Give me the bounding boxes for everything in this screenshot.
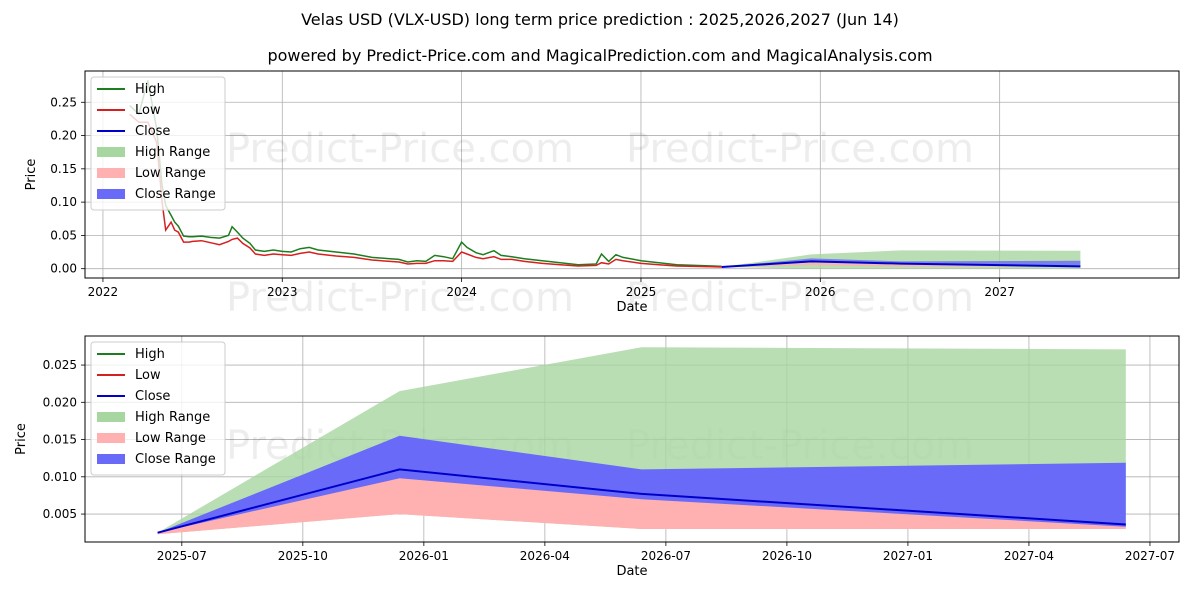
y-tick-label: 0.20 <box>50 129 77 143</box>
legend-label: Low <box>135 103 161 118</box>
legend-swatch <box>97 433 125 443</box>
legend-swatch <box>97 168 125 178</box>
low-line <box>129 113 722 268</box>
legend-label: High <box>135 347 165 362</box>
low-range-area <box>157 476 1126 535</box>
watermark: Predict-Price.com <box>626 126 974 172</box>
x-tick-label: 2026-04 <box>520 549 570 563</box>
x-tick-label: 2023 <box>267 285 298 299</box>
y-axis-label: Price <box>14 423 29 455</box>
axes-frame <box>84 335 1180 543</box>
y-tick-label: 0.05 <box>50 228 77 242</box>
legend-label: High Range <box>135 410 210 425</box>
y-tick-label: 0.005 <box>43 507 77 521</box>
legend-label: High Range <box>135 145 210 160</box>
chart-title: Velas USD (VLX-USD) long term price pred… <box>301 10 899 29</box>
legend-label: Low <box>135 368 161 383</box>
watermark: Predict-Price.com <box>226 126 574 172</box>
legend-label: Close <box>135 124 170 139</box>
y-axis-label: Price <box>24 159 39 191</box>
legend-label: Low Range <box>135 166 206 181</box>
watermark: Predict-Price.com <box>226 275 574 321</box>
legend-label: Low Range <box>135 431 206 446</box>
axes-frame <box>84 70 1180 279</box>
y-tick-label: 0.020 <box>43 395 77 409</box>
legend-label: Close Range <box>135 187 216 202</box>
close-forecast-line <box>721 260 1081 268</box>
history-chart: Predict-Price.com Predict-Price.com Predic… <box>24 70 1180 321</box>
watermark: Predict-Price.com <box>626 275 974 321</box>
forecast-chart: Predict-Price.comPredict-Price.com2025-0… <box>14 335 1180 579</box>
x-tick-label: 2026-10 <box>762 549 812 563</box>
y-tick-label: 0.10 <box>50 195 77 209</box>
x-tick-label: 2026-01 <box>399 549 449 563</box>
y-tick-label: 0.010 <box>43 470 77 484</box>
y-tick-label: 0.015 <box>43 433 77 447</box>
x-tick-label: 2027-01 <box>883 549 933 563</box>
x-tick-label: 2026 <box>805 285 836 299</box>
x-tick-label: 2027 <box>984 285 1015 299</box>
legend-label: Close <box>135 389 170 404</box>
y-tick-label: 0.25 <box>50 95 77 109</box>
chart-subtitle: powered by Predict-Price.com and Magical… <box>267 46 933 65</box>
x-tick-label: 2022 <box>88 285 119 299</box>
x-tick-label: 2025-10 <box>278 549 328 563</box>
x-axis-label: Date <box>616 300 647 315</box>
legend-swatch <box>97 189 125 199</box>
legend-label: Close Range <box>135 452 216 467</box>
x-tick-label: 2027-04 <box>1004 549 1054 563</box>
legend-swatch <box>97 412 125 422</box>
x-tick-label: 2025-07 <box>157 549 207 563</box>
x-tick-label: 2025 <box>626 285 657 299</box>
x-tick-label: 2026-07 <box>641 549 691 563</box>
legend-swatch <box>97 147 125 157</box>
high-line <box>129 80 722 268</box>
y-tick-label: 0.00 <box>50 262 77 276</box>
x-tick-label: 2027-07 <box>1125 549 1175 563</box>
y-tick-label: 0.025 <box>43 358 77 372</box>
close-forecast-line <box>157 468 1126 534</box>
x-tick-label: 2024 <box>446 285 477 299</box>
y-tick-label: 0.15 <box>50 162 77 176</box>
legend-label: High <box>135 82 165 97</box>
x-axis-label: Date <box>616 564 647 579</box>
legend-swatch <box>97 454 125 464</box>
